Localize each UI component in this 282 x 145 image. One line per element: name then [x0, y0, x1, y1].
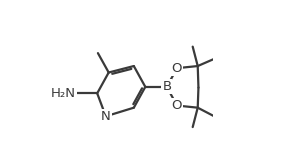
- Text: H₂N: H₂N: [51, 87, 76, 100]
- Text: O: O: [172, 62, 182, 75]
- Text: B: B: [162, 80, 171, 93]
- Text: N: N: [101, 110, 111, 123]
- Text: O: O: [172, 99, 182, 112]
